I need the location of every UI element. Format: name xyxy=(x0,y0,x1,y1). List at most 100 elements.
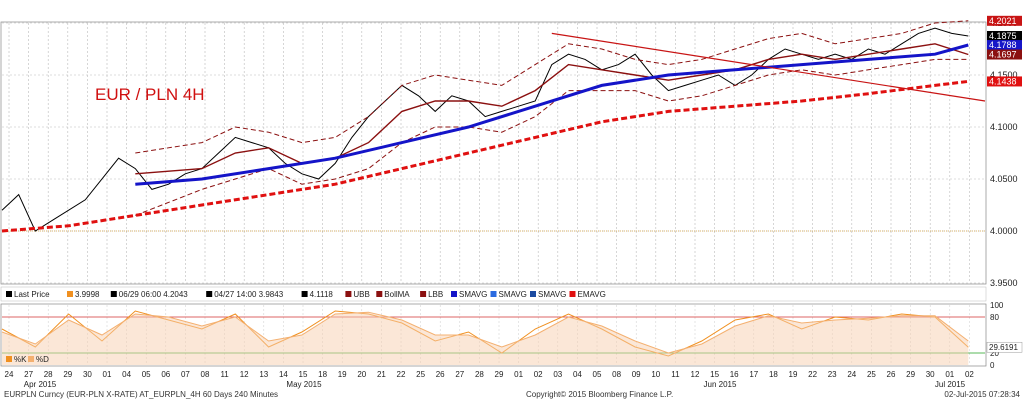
price-tag xyxy=(987,15,1022,26)
x-day-label: 18 xyxy=(318,370,327,379)
vertical-gridlines xyxy=(8,23,970,365)
x-day-label: 11 xyxy=(220,370,229,379)
x-day-label: 29 xyxy=(63,370,72,379)
x-day-label: 01 xyxy=(514,370,523,379)
osc-y-tick-label: 0 xyxy=(990,361,995,370)
osc-y-tick-label: 20 xyxy=(990,349,999,358)
price-tag-label: 4.1438 xyxy=(989,76,1017,86)
osc-value-tag-label: 29.6191 xyxy=(989,343,1018,352)
trendline xyxy=(551,32,986,102)
x-day-label: 24 xyxy=(5,370,14,379)
x-day-label: 27 xyxy=(455,370,464,379)
legend-swatch xyxy=(420,291,427,297)
x-day-label: 11 xyxy=(671,370,680,379)
series-emavg xyxy=(1,79,969,233)
legend-swatch xyxy=(569,291,576,297)
osc-y-tick-label: 100 xyxy=(990,301,1004,310)
x-day-label: 28 xyxy=(44,370,53,379)
x-month-label: Jun 2015 xyxy=(704,380,737,389)
x-month-label: Apr 2015 xyxy=(24,380,57,389)
x-day-label: 04 xyxy=(122,370,131,379)
osc-legend-swatch xyxy=(6,356,12,362)
x-day-label: 17 xyxy=(749,370,758,379)
x-day-label: 18 xyxy=(769,370,778,379)
x-day-label: 12 xyxy=(691,370,700,379)
y-tick-label: 4.1500 xyxy=(990,70,1018,80)
legend-swatch xyxy=(67,291,73,297)
x-day-label: 05 xyxy=(593,370,602,379)
x-day-label: 28 xyxy=(475,370,484,379)
series-smavg xyxy=(135,43,969,186)
x-day-label: 15 xyxy=(299,370,308,379)
legend-label: Last Price xyxy=(14,290,50,299)
legend-label: SMAVG xyxy=(538,290,566,299)
x-day-label: 07 xyxy=(181,370,190,379)
y-tick-label: 4.0000 xyxy=(990,226,1018,236)
price-tag xyxy=(987,76,1022,87)
oscillator-frame xyxy=(0,303,987,367)
legend-swatch xyxy=(301,291,308,297)
osc-y-tick-label: 80 xyxy=(990,313,999,322)
legend-swatch xyxy=(6,291,12,297)
legend-label: SMAVG xyxy=(499,290,527,299)
x-day-label: 12 xyxy=(240,370,249,379)
x-day-label: 19 xyxy=(338,370,347,379)
x-day-label: 05 xyxy=(142,370,151,379)
x-day-label: 02 xyxy=(965,370,974,379)
x-month-label: Jul 2015 xyxy=(935,380,966,389)
legend-swatch xyxy=(490,291,497,297)
legend-swatch xyxy=(530,291,536,297)
y-tick-label: 3.9500 xyxy=(990,278,1018,288)
x-day-label: 21 xyxy=(377,370,386,379)
x-day-label: 08 xyxy=(201,370,210,379)
x-day-label: 16 xyxy=(730,370,739,379)
x-day-label: 15 xyxy=(710,370,719,379)
footer-center: Copyright© 2015 Bloomberg Finance L.P. xyxy=(526,390,673,399)
legend-swatch xyxy=(451,291,457,297)
price-tag-label: 4.1697 xyxy=(989,50,1017,60)
x-day-label: 27 xyxy=(24,370,33,379)
legend-swatch xyxy=(110,291,117,297)
osc-legend-label: %D xyxy=(36,355,49,364)
x-day-label: 14 xyxy=(279,370,288,379)
legend-label: 3.9998 xyxy=(75,290,100,299)
oscillator-series-layer xyxy=(1,310,985,365)
x-day-label: 22 xyxy=(397,370,406,379)
x-day-label: 19 xyxy=(789,370,798,379)
legend-swatch xyxy=(376,291,383,297)
osc-legend-swatch xyxy=(28,356,34,362)
x-month-label: May 2015 xyxy=(286,380,322,389)
x-day-label: 29 xyxy=(495,370,504,379)
price-tag xyxy=(987,49,1022,60)
chart-title: EUR / PLN 4H xyxy=(95,85,205,104)
x-day-label: 25 xyxy=(416,370,425,379)
x-day-label: 22 xyxy=(808,370,817,379)
x-day-label: 29 xyxy=(906,370,915,379)
x-day-label: 13 xyxy=(259,370,268,379)
legend-label: 4.1118 xyxy=(310,290,334,299)
x-day-label: 10 xyxy=(651,370,660,379)
footer-left: EURPLN Curncy (EUR-PLN X-RATE) AT_EURPLN… xyxy=(4,390,278,399)
legend-label: UBB xyxy=(353,290,369,299)
oscillator-y-axis: 100 80 20 0 29.6191 xyxy=(986,301,1023,370)
legend-label: EMAVG xyxy=(578,290,606,299)
legend-swatch xyxy=(206,291,213,297)
x-day-label: 30 xyxy=(83,370,92,379)
main-series-layer xyxy=(1,20,986,233)
price-tag xyxy=(987,40,1022,51)
x-day-label: 08 xyxy=(612,370,621,379)
x-day-label: 01 xyxy=(945,370,954,379)
x-day-label: 23 xyxy=(828,370,837,379)
series-ubb xyxy=(135,20,969,154)
osc-legend-label: %K xyxy=(14,355,27,364)
legend-label: LBB xyxy=(428,290,443,299)
footer-right: 02-Jul-2015 07:28:34 xyxy=(944,390,1020,399)
y-tick-label: 4.0500 xyxy=(990,174,1018,184)
x-day-label: 06 xyxy=(161,370,170,379)
y-tick-label: 4.1000 xyxy=(990,122,1018,132)
legend-label: 04/27 14:00 3.9843 xyxy=(214,290,284,299)
x-day-label: 26 xyxy=(436,370,445,379)
oscillator-area xyxy=(2,312,969,365)
x-day-label: 09 xyxy=(632,370,641,379)
